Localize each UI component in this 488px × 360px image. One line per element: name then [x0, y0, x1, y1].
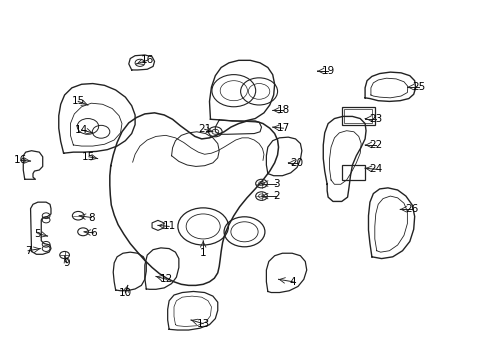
- Text: 5: 5: [35, 229, 41, 239]
- Text: 2: 2: [272, 191, 279, 201]
- Text: 21: 21: [198, 124, 211, 134]
- Text: 4: 4: [289, 277, 296, 287]
- Text: 11: 11: [162, 221, 175, 231]
- Text: 20: 20: [290, 158, 303, 168]
- Text: 1: 1: [200, 248, 206, 258]
- Text: 3: 3: [272, 179, 279, 189]
- Text: 13: 13: [196, 319, 209, 329]
- Text: 17: 17: [276, 123, 289, 133]
- Text: 10: 10: [119, 288, 132, 297]
- Text: 26: 26: [405, 204, 418, 214]
- Text: 9: 9: [63, 258, 70, 268]
- Text: 19: 19: [321, 66, 334, 76]
- Text: 8: 8: [88, 212, 95, 222]
- Text: 15: 15: [71, 96, 84, 107]
- Text: 25: 25: [411, 82, 425, 92]
- Text: 22: 22: [368, 140, 382, 150]
- Text: 18: 18: [276, 105, 289, 115]
- Text: 12: 12: [160, 274, 173, 284]
- Text: 14: 14: [75, 125, 88, 135]
- Text: 23: 23: [368, 113, 382, 123]
- Text: 15: 15: [82, 152, 95, 162]
- Text: 7: 7: [25, 246, 31, 256]
- Text: 16: 16: [14, 156, 27, 165]
- Text: 16: 16: [141, 55, 154, 65]
- Text: 24: 24: [368, 164, 382, 174]
- Text: 6: 6: [90, 228, 97, 238]
